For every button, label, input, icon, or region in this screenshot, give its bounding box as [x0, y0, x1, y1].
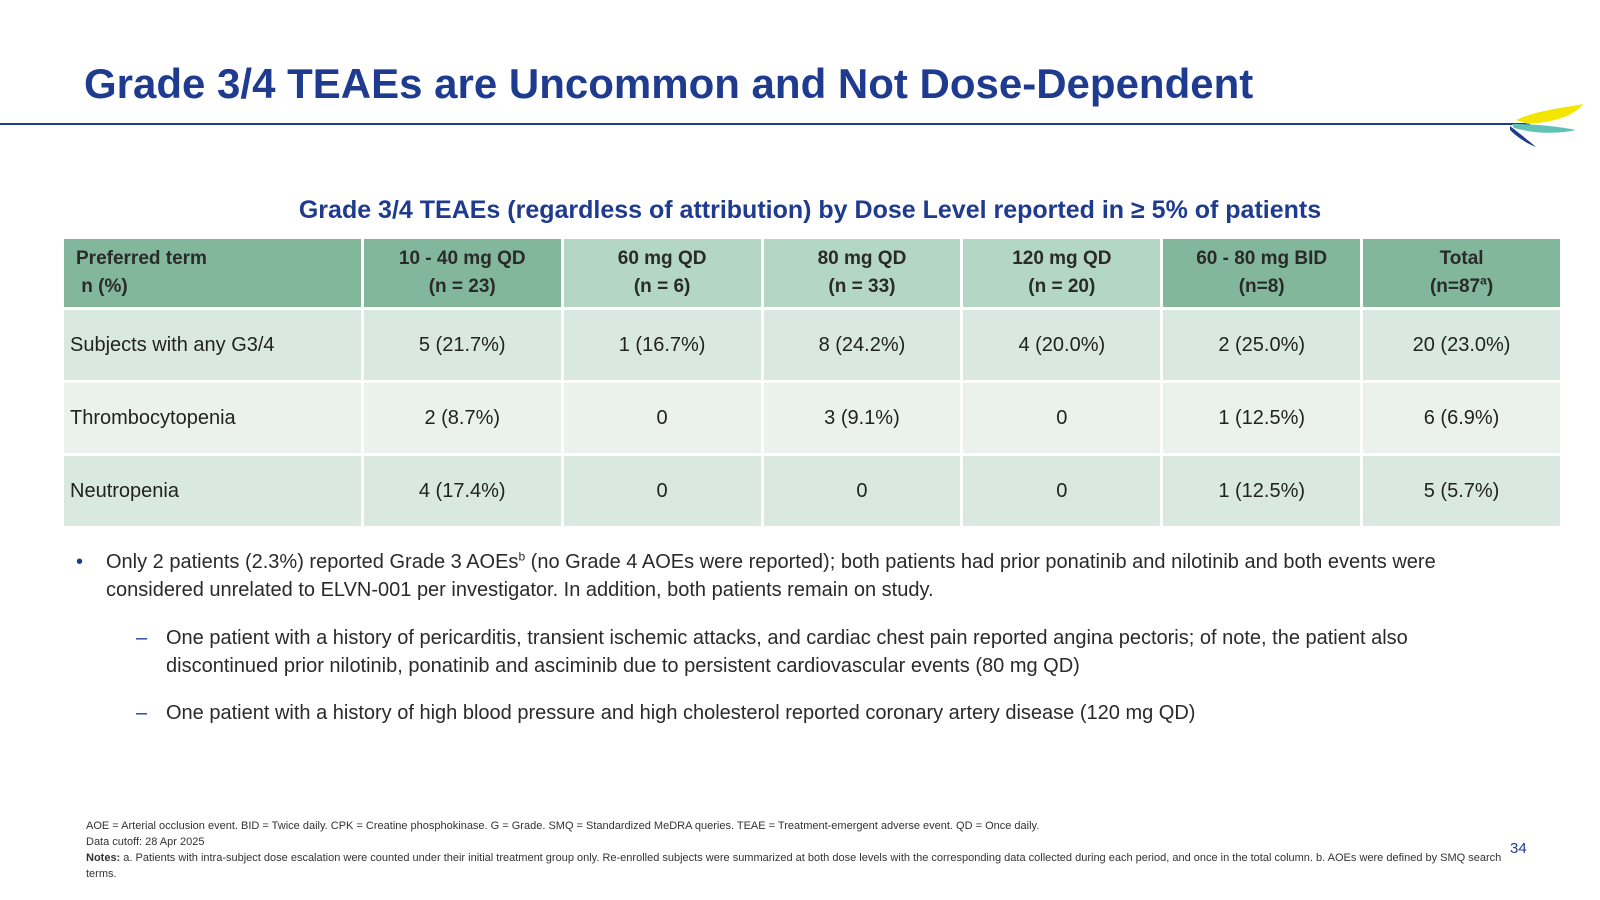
table-row: Thrombocytopenia 2 (8.7%) 0 3 (9.1%) 0 1…: [64, 383, 1560, 453]
table-cell: 1 (16.7%): [563, 310, 761, 380]
header-col-line1: Total: [1439, 248, 1484, 269]
table-cell: 0: [563, 383, 761, 453]
table-cell: 6 (6.9%): [1363, 383, 1560, 453]
table-row: Subjects with any G3/4 5 (21.7%) 1 (16.7…: [64, 310, 1560, 380]
table-cell: 0: [563, 456, 761, 526]
header-col-line2: (n=8): [1238, 276, 1285, 297]
footnote-marker-a: a: [1480, 273, 1487, 288]
header-total-n: (n=87: [1429, 276, 1481, 297]
table-cell: 4 (17.4%): [363, 456, 561, 526]
table-cell: 1 (12.5%): [1163, 456, 1361, 526]
row-label: Thrombocytopenia: [64, 383, 361, 453]
sub-bullet-item: – One patient with a history of pericard…: [76, 624, 1456, 680]
company-logo-icon: [1510, 104, 1583, 147]
table-cell: 2 (25.0%): [1163, 310, 1361, 380]
header-col-80-qd: 80 mg QD (n = 33): [763, 239, 961, 307]
bullet-item: • Only 2 patients (2.3%) reported Grade …: [76, 548, 1516, 604]
table-cell: 20 (23.0%): [1363, 310, 1560, 380]
table-cell: 4 (20.0%): [963, 310, 1161, 380]
table-cell: 2 (8.7%): [363, 383, 561, 453]
notes-text: a. Patients with intra-subject dose esca…: [86, 852, 1502, 880]
sub-bullet-item: – One patient with a history of high blo…: [76, 699, 1456, 727]
header-col-line2: (n = 20): [1028, 276, 1096, 297]
dash-icon: –: [136, 627, 148, 649]
page-number: 34: [1510, 840, 1527, 857]
table-cell: 8 (24.2%): [763, 310, 961, 380]
sub-bullet-text: One patient with a history of high blood…: [166, 702, 1196, 724]
header-col-line1: 60 mg QD: [617, 248, 707, 269]
footnotes: AOE = Arterial occlusion event. BID = Tw…: [86, 818, 1506, 882]
table-title: Grade 3/4 TEAEs (regardless of attributi…: [298, 196, 1322, 224]
sub-bullet-text: One patient with a history of pericardit…: [166, 627, 1408, 677]
row-label: Subjects with any G3/4: [64, 310, 361, 380]
table-cell: 5 (5.7%): [1363, 456, 1560, 526]
bullet-text-start: Only 2 patients (2.3%) reported Grade 3 …: [106, 551, 519, 573]
abbreviations-note: AOE = Arterial occlusion event. BID = Tw…: [86, 820, 1040, 832]
header-preferred-term: Preferred term n (%): [64, 239, 361, 307]
data-cutoff-note: Data cutoff: 28 Apr 2025: [86, 836, 205, 848]
header-col-total: Total (n=87a): [1363, 239, 1560, 307]
table-cell: 1 (12.5%): [1163, 383, 1361, 453]
header-col-120-qd: 120 mg QD (n = 20): [963, 239, 1161, 307]
slide-title: Grade 3/4 TEAEs are Uncommon and Not Dos…: [84, 60, 1254, 107]
header-col-10-40-qd: 10 - 40 mg QD (n = 23): [363, 239, 561, 307]
header-col-line2: (n = 6): [633, 276, 691, 297]
table-cell: 0: [963, 456, 1161, 526]
table-row: Neutropenia 4 (17.4%) 0 0 0 1 (12.5%) 5 …: [64, 456, 1560, 526]
table-cell: 3 (9.1%): [763, 383, 961, 453]
title-divider: [0, 123, 1530, 125]
notes-label: Notes:: [86, 852, 121, 864]
header-col-line2: (n = 23): [428, 276, 496, 297]
dash-icon: –: [136, 702, 148, 724]
bullet-text: Only 2 patients (2.3%) reported Grade 3 …: [106, 549, 1436, 601]
table-cell: 0: [763, 456, 961, 526]
header-col-line1: 80 mg QD: [817, 248, 907, 269]
bullet-list: • Only 2 patients (2.3%) reported Grade …: [76, 548, 1516, 727]
header-col-line2: (n = 33): [828, 276, 896, 297]
header-preferred-term-line2: n (%): [76, 276, 128, 297]
header-col-60-80-bid: 60 - 80 mg BID (n=8): [1163, 239, 1361, 307]
teae-table: Preferred term n (%) 10 - 40 mg QD (n = …: [61, 236, 1563, 529]
bullet-icon: •: [76, 551, 84, 573]
header-col-line1: 120 mg QD: [1012, 248, 1112, 269]
header-preferred-term-line1: Preferred term: [76, 248, 207, 269]
table-header-row: Preferred term n (%) 10 - 40 mg QD (n = …: [64, 239, 1560, 307]
footnote-marker-b: b: [518, 549, 526, 564]
header-col-line1: 10 - 40 mg QD: [398, 248, 526, 269]
table-cell: 5 (21.7%): [363, 310, 561, 380]
header-total-close: ): [1486, 276, 1494, 297]
header-col-60-qd: 60 mg QD (n = 6): [563, 239, 761, 307]
table-cell: 0: [963, 383, 1161, 453]
notes-paragraph: Notes: a. Patients with intra-subject do…: [86, 850, 1506, 882]
header-col-line2: (n=87a): [1367, 273, 1556, 301]
bullet-text-end: (no Grade 4 AOEs were reported); both pa…: [106, 551, 1436, 601]
row-label: Neutropenia: [64, 456, 361, 526]
header-col-line1: 60 - 80 mg BID: [1196, 248, 1328, 269]
